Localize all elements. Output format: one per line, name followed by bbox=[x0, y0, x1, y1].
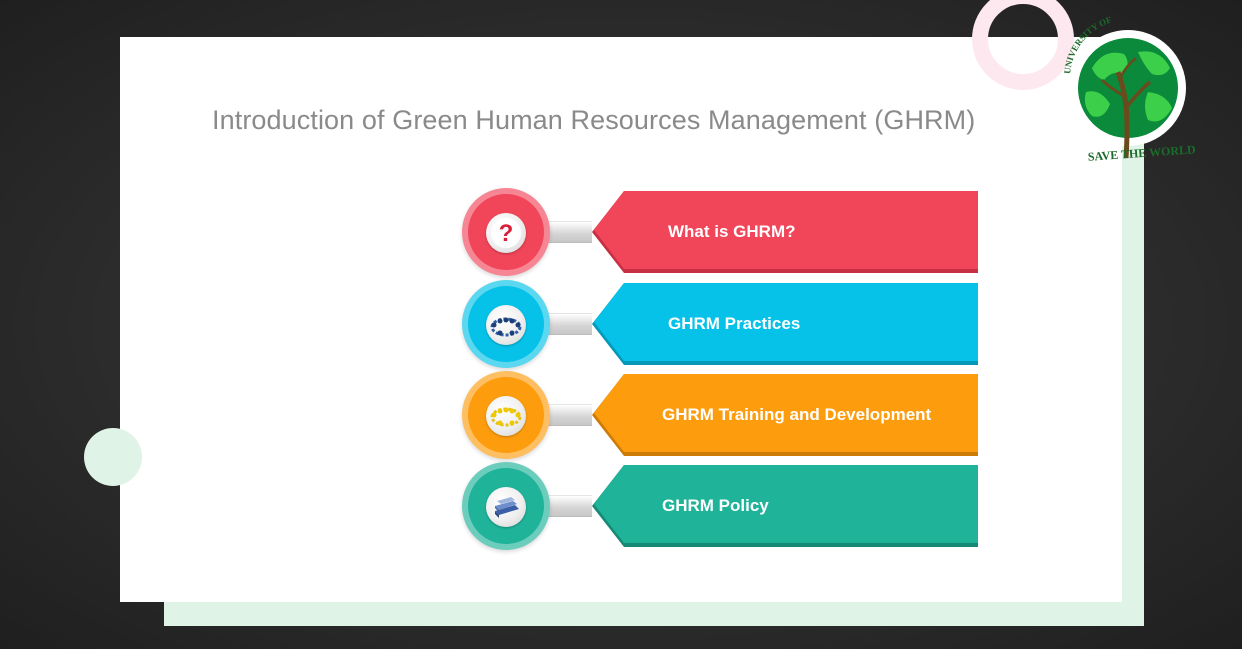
item-circle bbox=[462, 280, 550, 368]
list-item-ghrm-policy[interactable]: GHRM Policy bbox=[462, 461, 978, 551]
list-item-what-is-ghrm[interactable]: ? What is GHRM? bbox=[462, 187, 978, 277]
item-label: GHRM Practices bbox=[668, 314, 801, 333]
training-group-icon bbox=[486, 396, 526, 436]
connector-bar bbox=[542, 404, 592, 426]
connector-bar bbox=[542, 221, 592, 243]
question-icon: ? bbox=[486, 213, 526, 253]
item-label: GHRM Policy bbox=[662, 496, 769, 515]
svg-text:SAVE THE WORLD: SAVE THE WORLD bbox=[1087, 142, 1196, 164]
list-item-ghrm-practices[interactable]: GHRM Practices bbox=[462, 279, 978, 369]
connector-bar bbox=[542, 313, 592, 335]
team-circle-icon bbox=[486, 305, 526, 345]
item-label: What is GHRM? bbox=[668, 222, 796, 241]
save-the-world-logo: UNIVERSITY OF SAVE THE WORLD bbox=[1052, 8, 1202, 173]
ribbon-ghrm-training[interactable]: GHRM Training and Development bbox=[592, 374, 978, 456]
ribbon-what-is-ghrm[interactable]: What is GHRM? bbox=[592, 191, 978, 273]
list-item-ghrm-training[interactable]: GHRM Training and Development bbox=[462, 370, 978, 460]
connector-bar bbox=[542, 495, 592, 517]
decorative-mint-circle bbox=[84, 428, 142, 486]
item-circle bbox=[462, 462, 550, 550]
policy-books-icon bbox=[486, 487, 526, 527]
ribbon-ghrm-practices[interactable]: GHRM Practices bbox=[592, 283, 978, 365]
slide-title: Introduction of Green Human Resources Ma… bbox=[212, 105, 976, 135]
item-circle bbox=[462, 371, 550, 459]
ribbon-ghrm-policy[interactable]: GHRM Policy bbox=[592, 465, 978, 547]
item-label: GHRM Training and Development bbox=[662, 405, 932, 424]
svg-text:?: ? bbox=[499, 220, 514, 247]
item-circle: ? bbox=[462, 188, 550, 276]
slide: Introduction of Green Human Resources Ma… bbox=[120, 37, 1122, 602]
